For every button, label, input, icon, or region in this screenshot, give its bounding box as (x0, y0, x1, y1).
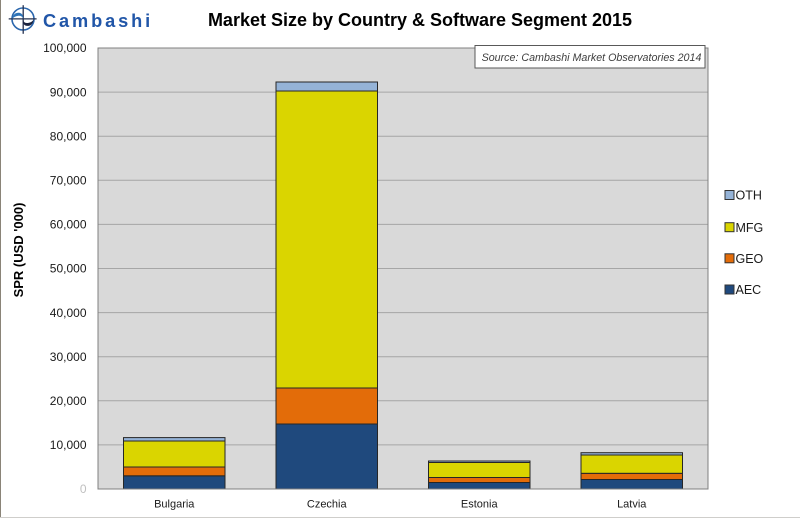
svg-text:Estonia: Estonia (461, 499, 499, 511)
svg-text:GEO: GEO (736, 252, 764, 266)
svg-text:40,000: 40,000 (50, 306, 87, 320)
svg-text:60,000: 60,000 (50, 218, 87, 232)
svg-text:100,000: 100,000 (43, 41, 87, 55)
svg-text:Market Size by Country & Softw: Market Size by Country & Software Segmen… (208, 10, 632, 30)
svg-text:OTH: OTH (736, 189, 762, 203)
svg-text:20,000: 20,000 (50, 394, 87, 408)
svg-text:90,000: 90,000 (50, 85, 87, 99)
svg-text:Source: Cambashi Market Observ: Source: Cambashi Market Observatories 20… (482, 52, 702, 64)
svg-text:0: 0 (80, 482, 87, 496)
svg-text:50,000: 50,000 (50, 262, 87, 276)
svg-text:70,000: 70,000 (50, 174, 87, 188)
svg-text:Cambashi: Cambashi (43, 11, 153, 31)
svg-text:SPR (USD '000): SPR (USD '000) (11, 203, 26, 298)
svg-text:Bulgaria: Bulgaria (154, 499, 195, 511)
svg-text:Latvia: Latvia (617, 499, 647, 511)
svg-text:AEC: AEC (736, 283, 762, 297)
svg-text:10,000: 10,000 (50, 438, 87, 452)
svg-text:30,000: 30,000 (50, 350, 87, 364)
svg-text:MFG: MFG (736, 221, 764, 235)
svg-text:80,000: 80,000 (50, 129, 87, 143)
svg-text:Czechia: Czechia (307, 499, 348, 511)
